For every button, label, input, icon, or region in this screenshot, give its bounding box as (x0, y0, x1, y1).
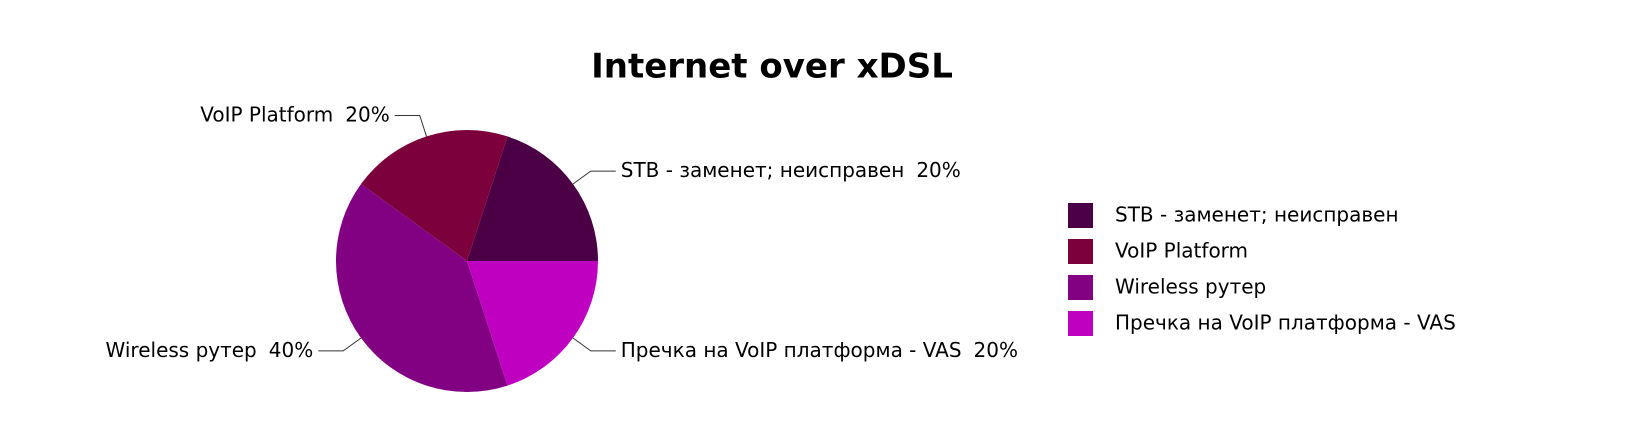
pie-slice (336, 184, 508, 392)
leader-line (572, 337, 616, 352)
leader-line (572, 170, 616, 185)
legend-swatch (1068, 275, 1093, 300)
legend-swatch (1068, 311, 1093, 336)
legend-label: Пречка на VoIP платформа - VAS (1115, 311, 1456, 335)
legend-swatch (1068, 239, 1093, 264)
data-label-name: STB - заменет; неисправен (621, 158, 905, 182)
data-label-name: VoIP Platform (200, 102, 333, 126)
data-label-value: 20% (916, 158, 960, 182)
data-label: Пречка на VoIP платформа - VAS 20% (621, 337, 1018, 361)
data-label-value: 20% (345, 102, 389, 126)
legend-label: Wireless рутер (1115, 275, 1266, 299)
data-label-value: 40% (269, 337, 313, 361)
leader-line (318, 337, 362, 352)
data-label: Wireless рутер 40% (106, 337, 314, 361)
pie-slice (467, 261, 598, 386)
data-label-name: Пречка на VoIP платформа - VAS (621, 337, 962, 361)
legend-label: VoIP Platform (1115, 239, 1248, 263)
pie-slice (361, 129, 508, 261)
pie-slice (467, 136, 598, 261)
legend-swatch (1068, 203, 1093, 228)
data-label-value: 20% (974, 337, 1018, 361)
data-label: VoIP Platform 20% (200, 102, 389, 126)
chart-title: Internet over xDSL (591, 47, 953, 87)
data-label: STB - заменет; неисправен 20% (621, 158, 961, 182)
data-label-name: Wireless рутер (106, 337, 257, 361)
leader-line (394, 114, 427, 137)
legend-label: STB - заменет; неисправен (1115, 203, 1399, 227)
